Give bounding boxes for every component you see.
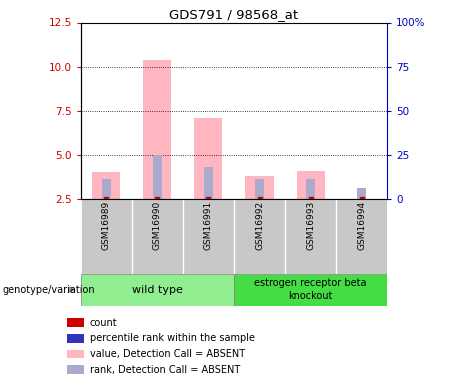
Text: percentile rank within the sample: percentile rank within the sample bbox=[90, 333, 255, 343]
Bar bbox=[245, 176, 273, 199]
Bar bbox=[143, 60, 171, 199]
Bar bbox=[92, 172, 120, 199]
Text: estrogen receptor beta
knockout: estrogen receptor beta knockout bbox=[254, 279, 367, 301]
Bar bbox=[67, 334, 84, 342]
Bar bbox=[81, 274, 234, 306]
Bar bbox=[183, 199, 234, 274]
Text: count: count bbox=[90, 318, 118, 327]
Bar bbox=[195, 118, 223, 199]
Text: GSM16991: GSM16991 bbox=[204, 201, 213, 250]
Text: rank, Detection Call = ABSENT: rank, Detection Call = ABSENT bbox=[90, 365, 240, 375]
Bar bbox=[285, 199, 336, 274]
Text: value, Detection Call = ABSENT: value, Detection Call = ABSENT bbox=[90, 349, 245, 359]
Text: GSM16992: GSM16992 bbox=[255, 201, 264, 250]
Bar bbox=[67, 318, 84, 327]
Bar bbox=[255, 179, 264, 199]
Text: GSM16990: GSM16990 bbox=[153, 201, 162, 250]
Text: genotype/variation: genotype/variation bbox=[2, 285, 95, 295]
Title: GDS791 / 98568_at: GDS791 / 98568_at bbox=[169, 8, 299, 21]
Text: GSM16994: GSM16994 bbox=[357, 201, 366, 250]
Bar bbox=[153, 154, 162, 199]
Bar bbox=[336, 199, 387, 274]
Bar bbox=[204, 167, 213, 199]
Bar bbox=[306, 179, 315, 199]
Bar bbox=[296, 171, 325, 199]
Bar bbox=[67, 350, 84, 358]
Text: GSM16989: GSM16989 bbox=[102, 201, 111, 250]
Bar bbox=[81, 199, 132, 274]
Text: GSM16993: GSM16993 bbox=[306, 201, 315, 250]
Text: wild type: wild type bbox=[132, 285, 183, 295]
Bar bbox=[101, 179, 111, 199]
Bar bbox=[234, 199, 285, 274]
Bar bbox=[132, 199, 183, 274]
Bar bbox=[67, 366, 84, 374]
Bar bbox=[357, 188, 366, 199]
Bar bbox=[234, 274, 387, 306]
